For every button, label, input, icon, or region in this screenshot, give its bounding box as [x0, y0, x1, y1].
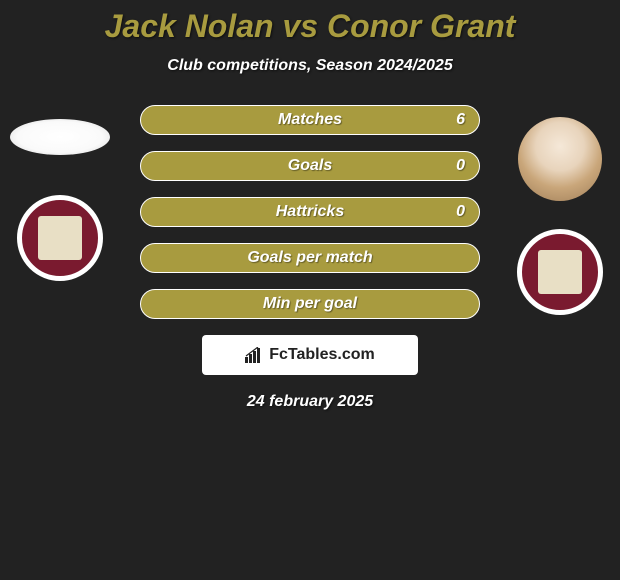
page-title: Jack Nolan vs Conor Grant — [0, 8, 620, 45]
stat-label: Min per goal — [263, 295, 357, 313]
stat-value-right: 0 — [456, 203, 465, 221]
stat-rows: Matches 6 Goals 0 Hattricks 0 Goals per … — [140, 105, 480, 319]
stats-area: Matches 6 Goals 0 Hattricks 0 Goals per … — [0, 105, 620, 411]
date-label: 24 february 2025 — [0, 393, 620, 411]
stat-row-goals: Goals 0 — [140, 151, 480, 181]
stat-label: Goals — [288, 157, 332, 175]
player-left-column — [10, 105, 110, 281]
stat-row-min-per-goal: Min per goal — [140, 289, 480, 319]
subtitle: Club competitions, Season 2024/2025 — [0, 57, 620, 75]
brand-box[interactable]: FcTables.com — [202, 335, 418, 375]
stat-label: Goals per match — [247, 249, 372, 267]
stat-label: Matches — [278, 111, 342, 129]
player-left-photo — [10, 119, 110, 155]
stat-row-goals-per-match: Goals per match — [140, 243, 480, 273]
stat-label: Hattricks — [276, 203, 344, 221]
brand-label: FcTables.com — [269, 346, 375, 364]
stat-row-matches: Matches 6 — [140, 105, 480, 135]
stat-value-right: 0 — [456, 157, 465, 175]
stat-row-hattricks: Hattricks 0 — [140, 197, 480, 227]
stat-value-right: 6 — [456, 111, 465, 129]
player-right-column — [510, 105, 610, 315]
player-right-club-badge — [517, 229, 603, 315]
player-left-club-badge — [17, 195, 103, 281]
barchart-icon — [245, 347, 265, 363]
infographic-container: Jack Nolan vs Conor Grant Club competiti… — [0, 0, 620, 411]
player-right-photo — [518, 117, 602, 201]
